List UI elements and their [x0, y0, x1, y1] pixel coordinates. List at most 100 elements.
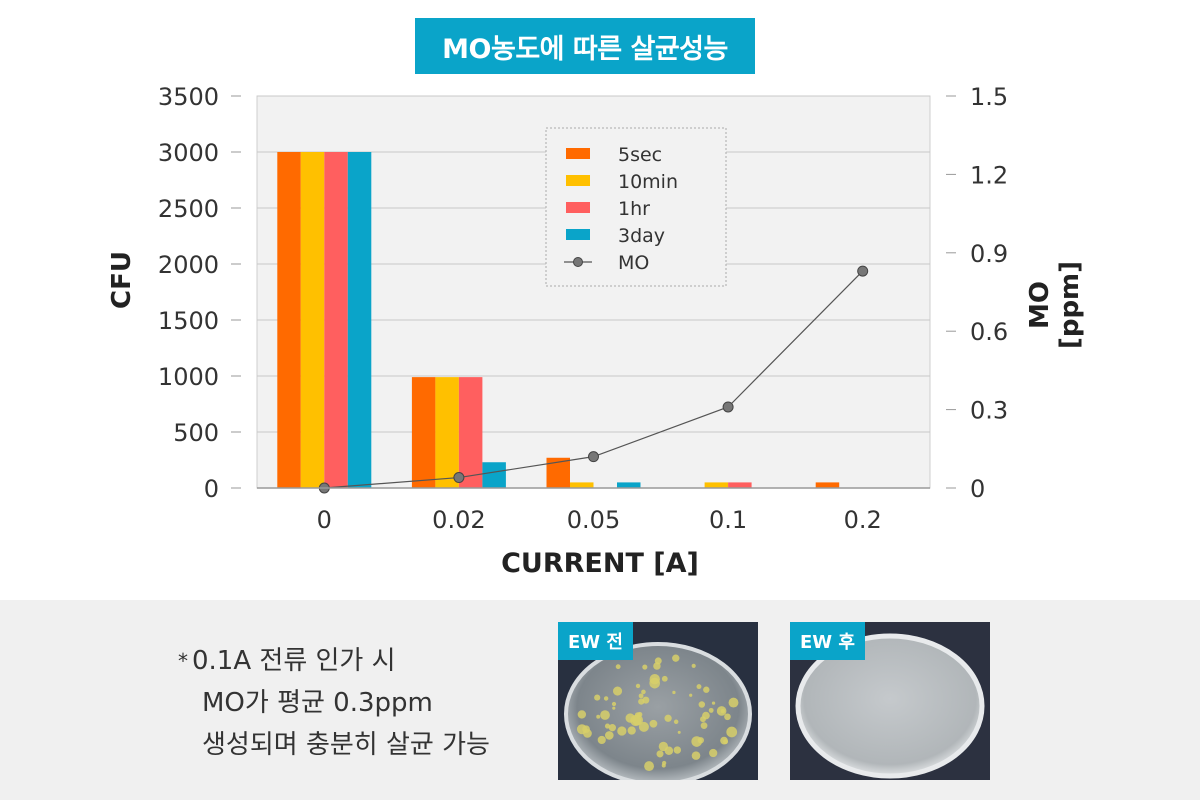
- bar: [617, 482, 641, 488]
- y-tick-label: 1000: [158, 363, 219, 391]
- petri-dish-before-image: [558, 622, 758, 780]
- mo-point: [722, 401, 734, 413]
- colony: [635, 683, 641, 689]
- photo-after: EW 후: [790, 622, 990, 780]
- left-axis-ticks: 0 500 1000 1500 2000 2500 3000 3500: [158, 83, 241, 503]
- colony: [677, 730, 681, 734]
- colony: [658, 741, 669, 752]
- mo-point: [453, 472, 465, 484]
- photo-before-label: EW 전: [558, 622, 633, 660]
- colony: [608, 724, 617, 732]
- y-right-tick-label: 1.5: [970, 83, 1008, 111]
- colony: [664, 714, 672, 722]
- colony: [697, 737, 704, 744]
- bar: [300, 152, 325, 488]
- y-tick-label: 2000: [158, 251, 219, 279]
- colony: [632, 714, 643, 726]
- colony: [638, 698, 645, 705]
- colony: [702, 711, 710, 720]
- note-line-3: 생성되며 충분히 살균 가능: [202, 730, 490, 760]
- colony: [661, 675, 668, 682]
- colony: [672, 654, 680, 662]
- y-right-tick-label: 0: [970, 475, 985, 503]
- colony: [724, 713, 731, 721]
- bar: [704, 482, 729, 488]
- legend-label: 5sec: [618, 144, 662, 166]
- y-tick-label: 3000: [158, 139, 219, 167]
- colony: [615, 664, 621, 670]
- colony: [644, 761, 655, 772]
- y-tick-label: 500: [173, 419, 219, 447]
- y-right-tick-label: 0.3: [970, 397, 1008, 425]
- legend-label: MO: [618, 252, 649, 274]
- colony: [649, 673, 660, 685]
- legend-swatch: [566, 202, 590, 213]
- colony: [696, 684, 702, 690]
- colony: [728, 697, 739, 708]
- y-tick-label: 0: [204, 475, 219, 503]
- colony: [611, 701, 617, 707]
- colony: [612, 706, 616, 710]
- y-tick-label: 1500: [158, 307, 219, 335]
- legend-swatch: [566, 229, 590, 240]
- colony: [661, 763, 666, 768]
- note-line-2: MO가 평균 0.3ppm: [202, 688, 433, 718]
- legend-label: 1hr: [618, 198, 650, 220]
- colony: [720, 708, 725, 714]
- colony: [673, 746, 682, 754]
- bar: [482, 462, 506, 488]
- colony: [617, 726, 627, 736]
- colony: [672, 690, 676, 695]
- colony: [703, 686, 710, 693]
- colony: [638, 693, 644, 699]
- y-tick-label: 2500: [158, 195, 219, 223]
- colony: [708, 707, 714, 713]
- colonies: [576, 654, 739, 772]
- x-axis-ticks: 0 0.02 0.05 0.1 0.2: [317, 506, 882, 534]
- bar: [458, 377, 483, 488]
- colony: [709, 748, 718, 758]
- mo-point: [857, 265, 869, 277]
- y-right-tick-label: 0.6: [970, 318, 1008, 346]
- bar-series: [277, 152, 840, 488]
- note-bullet: *: [178, 649, 188, 673]
- bar: [411, 377, 436, 488]
- legend-swatch: [566, 148, 590, 159]
- photo-after-label: EW 후: [790, 622, 865, 660]
- chart-title: MO농도에 따른 살균성능: [415, 18, 755, 74]
- bar: [570, 482, 594, 488]
- bar: [815, 482, 840, 488]
- note-line-1: 0.1A 전류 인가 시: [192, 646, 396, 676]
- bar: [277, 152, 301, 488]
- colony: [649, 719, 658, 728]
- colony: [654, 657, 662, 665]
- colony: [642, 664, 648, 670]
- y-right-tick-label: 1.2: [970, 161, 1008, 189]
- x-tick-label: 0.2: [844, 506, 882, 534]
- colony: [594, 694, 601, 701]
- colony: [726, 726, 738, 738]
- y-tick-label: 3500: [158, 83, 219, 111]
- colony: [583, 729, 592, 738]
- colony: [656, 750, 664, 758]
- bar: [347, 152, 372, 488]
- x-tick-label: 0.05: [567, 506, 620, 534]
- colony: [723, 739, 729, 745]
- bar: [435, 377, 459, 488]
- colony: [600, 710, 610, 720]
- colony: [597, 735, 606, 745]
- bar-line-chart: 0 500 1000 1500 2000 2500 3000 3500 0 0.3 0.6 0.9 1…: [158, 83, 1008, 534]
- colony: [673, 719, 679, 725]
- legend-swatch: [566, 175, 590, 186]
- legend-marker: [573, 257, 583, 267]
- bar: [324, 152, 348, 488]
- legend-label: 3day: [618, 225, 665, 247]
- colony: [691, 751, 701, 760]
- colony: [691, 663, 696, 668]
- mo-point: [588, 451, 599, 463]
- photo-before: EW 전: [558, 622, 758, 780]
- x-tick-label: 0: [317, 506, 332, 534]
- colony: [700, 722, 708, 730]
- bar: [728, 482, 752, 488]
- bar: [546, 457, 570, 488]
